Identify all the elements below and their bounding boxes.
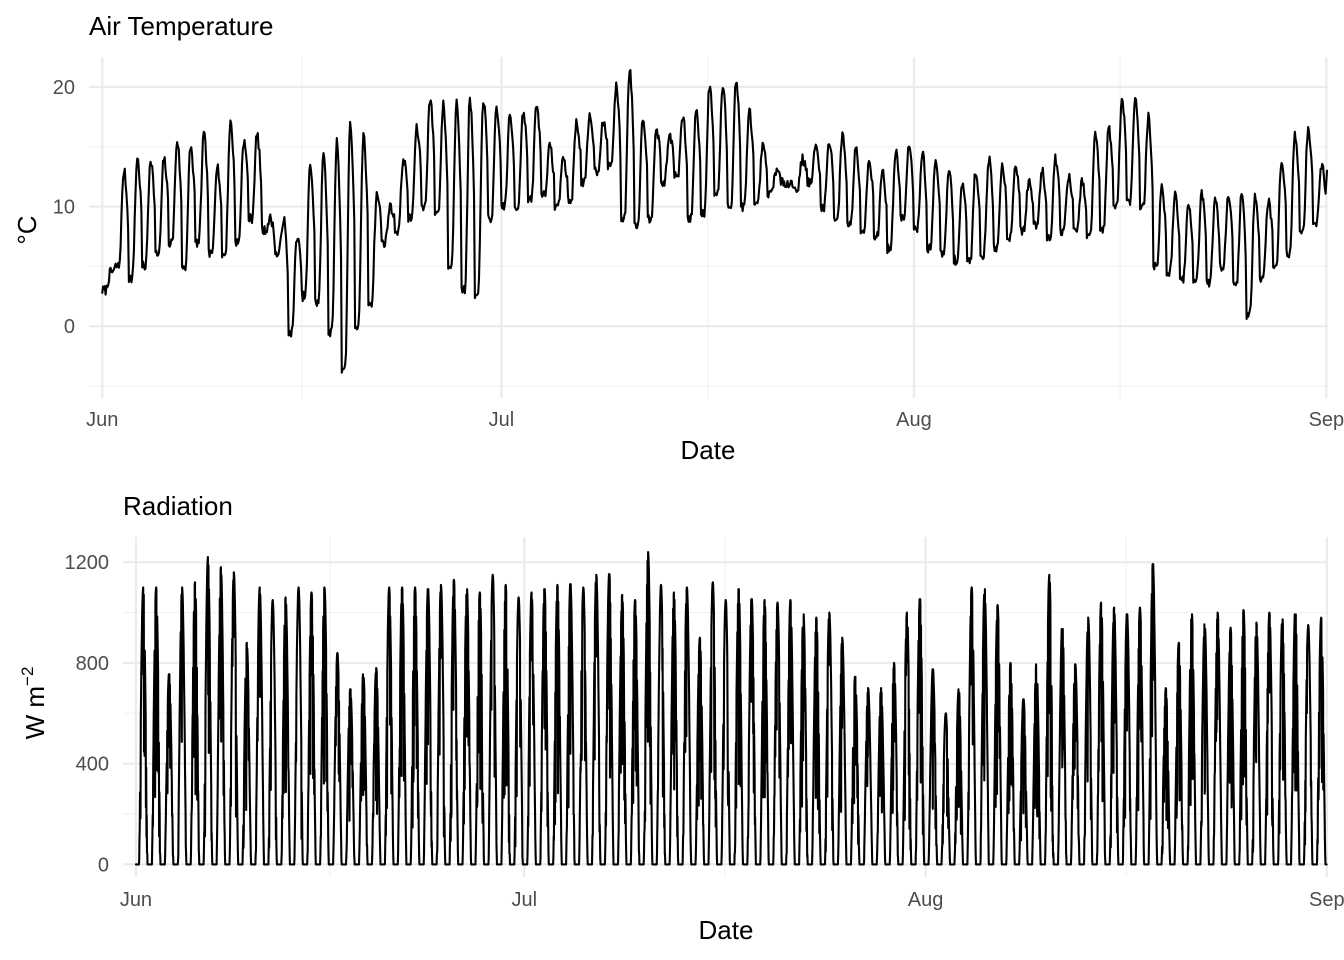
radiation-title: Radiation xyxy=(123,491,233,521)
x-tick-label: Aug xyxy=(896,409,932,431)
y-tick-label: 800 xyxy=(76,653,109,675)
x-tick-label: Jul xyxy=(489,409,515,431)
temperature-x-axis-title: Date xyxy=(681,435,736,465)
temperature-series xyxy=(101,69,1329,374)
radiation-y-tick-labels: 0 400 800 1200 xyxy=(65,552,110,876)
y-tick-label: 1200 xyxy=(65,552,110,574)
radiation-gridlines xyxy=(123,537,1328,877)
x-tick-label: Jun xyxy=(86,409,118,431)
y-tick-label: 20 xyxy=(53,77,75,99)
temperature-y-axis-title: °C xyxy=(12,215,42,244)
temperature-title: Air Temperature xyxy=(89,11,274,41)
radiation-y-axis-title: W m−2 xyxy=(18,667,50,740)
radiation-x-tick-labels: Jun Jul Aug Sep xyxy=(120,889,1344,911)
y-tick-label: 400 xyxy=(76,754,109,776)
x-tick-label: Sep xyxy=(1309,409,1344,431)
x-tick-label: Jun xyxy=(120,889,152,911)
radiation-y-axis-unit: W m xyxy=(20,686,50,739)
temperature-x-tick-labels: Jun Jul Aug Sep xyxy=(86,409,1344,431)
x-tick-label: Sep xyxy=(1309,889,1344,911)
temperature-y-tick-labels: 0 10 20 xyxy=(53,77,75,338)
radiation-line xyxy=(134,551,1328,866)
x-tick-label: Aug xyxy=(908,889,944,911)
radiation-series xyxy=(134,551,1328,866)
y-tick-label: 0 xyxy=(98,854,109,876)
x-tick-label: Jul xyxy=(511,889,537,911)
y-tick-label: 0 xyxy=(64,316,75,338)
temperature-line xyxy=(101,69,1329,374)
y-tick-label: 10 xyxy=(53,197,75,219)
radiation-y-axis-exponent: −2 xyxy=(18,667,37,686)
radiation-x-axis-title: Date xyxy=(699,915,754,945)
